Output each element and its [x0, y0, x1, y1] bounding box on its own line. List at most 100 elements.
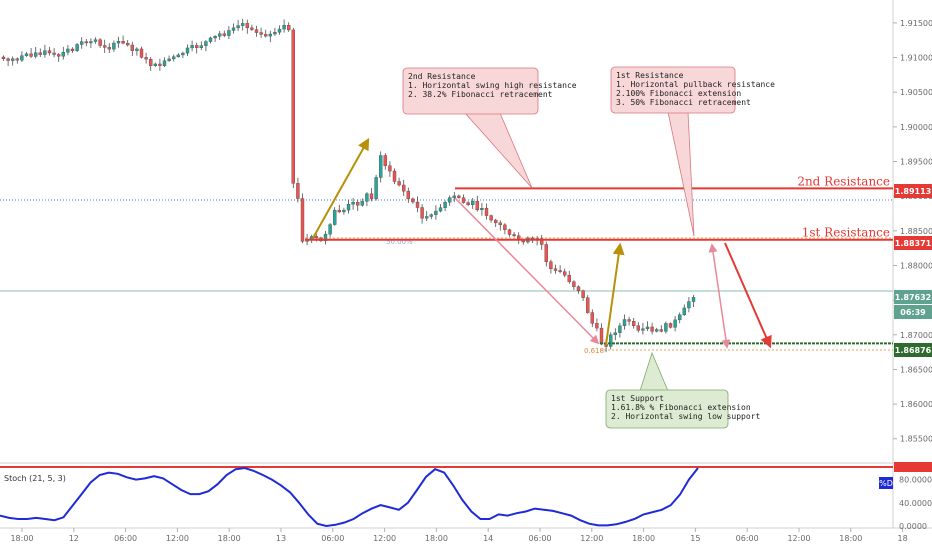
candle-body [655, 329, 659, 332]
time-tick-label: 18 [898, 534, 908, 543]
time-axis[interactable]: 18:00 12 06:00 12:00 18:00 13 06:00 12:00 18:00 1… [10, 528, 908, 543]
price-badges: 1.89113 1.88371 1.87632 06:39 1.86876 [894, 184, 932, 357]
callout-line: 2. Horizontal swing low support [611, 412, 760, 421]
candle-body [415, 201, 420, 208]
candle-body [130, 44, 135, 51]
candle-body [167, 58, 171, 61]
candle-body [268, 33, 272, 37]
price-badge-label: 1.87632 [895, 293, 931, 302]
candle-body [576, 286, 581, 291]
time-tick-label: 18:00 [425, 534, 448, 543]
candle-body [29, 53, 33, 57]
candle-body [507, 229, 512, 235]
candle-body [356, 202, 360, 206]
pink-arrow [454, 197, 600, 345]
candle-body [369, 193, 374, 200]
candle-body [245, 23, 250, 29]
price-tick-label: 1.88500 [900, 227, 932, 236]
candle-body [572, 281, 576, 287]
candle-body [429, 214, 433, 217]
candle-body [43, 50, 47, 55]
callout-line: 2.100% Fibonacci extension [616, 89, 741, 98]
candle-body [121, 41, 125, 44]
candle-body [181, 52, 185, 56]
candle-body [595, 323, 599, 329]
candle-body [158, 63, 162, 66]
candle-body [89, 41, 93, 44]
candle-body [668, 323, 673, 328]
candle-body [484, 208, 489, 216]
callout-line: 2. 38.2% Fibonacci retracement [408, 90, 553, 99]
time-tick-label: 18:00 [839, 534, 862, 543]
candle-body [139, 48, 144, 58]
candle-body [411, 198, 415, 203]
callout-line: 1st Support [611, 394, 664, 403]
candle-body [300, 198, 305, 242]
gold-arrow [312, 137, 370, 239]
candle-body [236, 25, 240, 29]
candle-body [1, 56, 6, 59]
candle-body [581, 290, 585, 298]
candle-body [250, 27, 254, 30]
candle-body [346, 204, 351, 211]
candle-body [480, 208, 484, 211]
indicator-name: Stoch (21, 5, 3) [4, 474, 66, 483]
candle-body [190, 45, 194, 49]
time-tick-label: 12:00 [787, 534, 810, 543]
candle-body [512, 234, 516, 236]
price-badge [894, 184, 932, 198]
time-tick-label: 06:00 [736, 534, 759, 543]
candle-body [461, 197, 466, 203]
time-tick-label: 12 [69, 534, 79, 543]
candle-body [102, 45, 107, 48]
candle-body [540, 238, 544, 245]
callout-box [402, 67, 539, 115]
candle-body [47, 50, 52, 54]
price-badge [894, 305, 932, 319]
callout-box [610, 66, 736, 114]
candle-body [57, 54, 61, 57]
candle-body [227, 30, 231, 36]
candle-body [664, 323, 668, 332]
price-tick-label: 1.86000 [900, 400, 932, 409]
candle-body [397, 181, 401, 186]
indicator-tick-label: 0.0000 [899, 522, 927, 531]
indicator-tick-label: 80.0000 [899, 476, 932, 485]
candle-body [434, 210, 438, 215]
price-axis[interactable]: 1.915001.910001.905001.900001.895001.890… [893, 19, 932, 444]
time-tick-label: 14 [483, 534, 493, 543]
price-badge [894, 343, 932, 357]
time-tick-label: 12:00 [580, 534, 603, 543]
candle-body [425, 216, 429, 219]
time-tick-label: 06:00 [321, 534, 344, 543]
candle-body [544, 244, 548, 263]
candle-body [144, 57, 148, 60]
candle-body [217, 33, 222, 37]
candle-body [383, 155, 387, 166]
price-tick-label: 1.88000 [900, 261, 932, 270]
stoch-d-badge [879, 477, 893, 489]
candle-body [549, 261, 553, 269]
candle-body [558, 270, 562, 272]
candle-body [273, 32, 277, 35]
candle-body [567, 274, 571, 282]
candle-body [328, 224, 332, 235]
candle-body [388, 165, 392, 172]
stoch-d-label: %D [879, 479, 893, 488]
levels[interactable]: 2nd Resistance 1st Resistance [305, 174, 893, 345]
gold-arrow [605, 242, 625, 346]
time-tick-label: 18:00 [218, 534, 241, 543]
time-tick-label: 15 [690, 534, 700, 543]
candle-body [6, 58, 10, 61]
candle-body [553, 268, 558, 271]
time-tick-label: 13 [276, 534, 286, 543]
candle-body [342, 209, 346, 213]
candle-body [66, 48, 70, 53]
candle-body [687, 301, 691, 309]
callout-line: 1.61.8% % Fibonacci extension [611, 403, 751, 412]
stochastic-pane[interactable]: Stoch (21, 5, 3) 80.0000 40.0000 0.0000 %D [0, 462, 932, 531]
candle-body [673, 319, 677, 328]
